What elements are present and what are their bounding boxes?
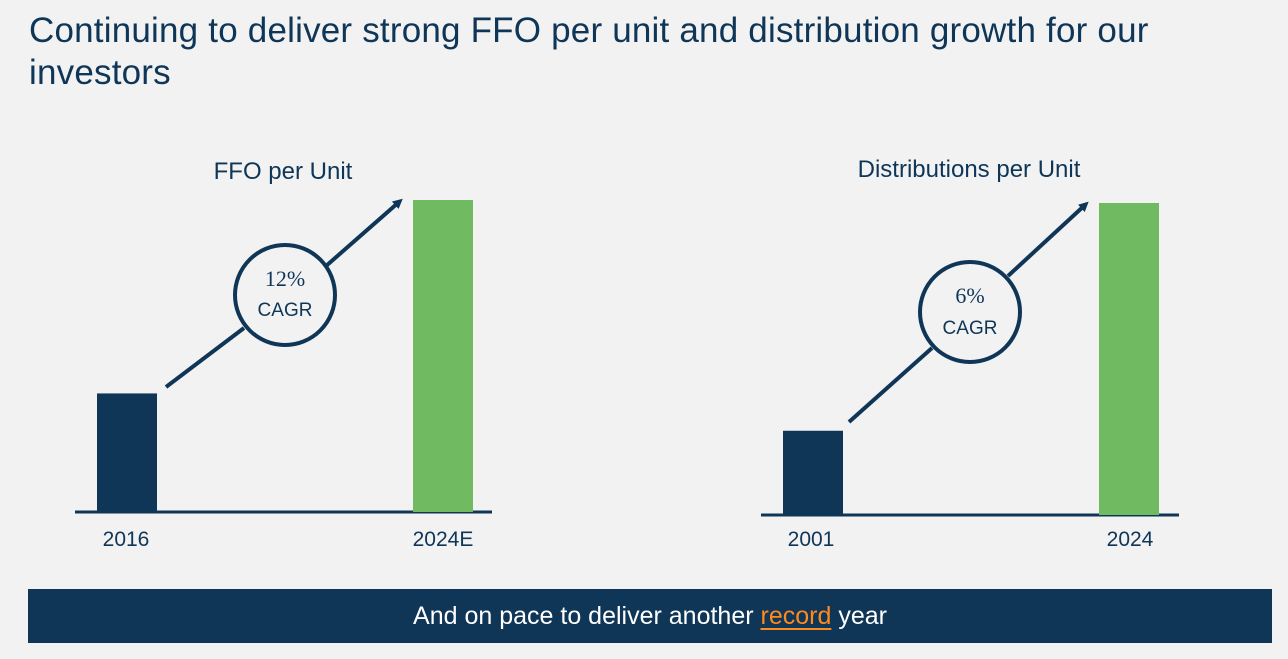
distributions-cagr-value: 6% (955, 283, 984, 308)
ffo-growth-arrow-upper (324, 198, 403, 268)
ffo-growth-arrow-lower (164, 326, 246, 389)
ffo-cagr-value: 12% (265, 266, 305, 291)
ffo-chart-title: FFO per Unit (214, 158, 353, 185)
distributions-tick-2001: 2001 (788, 528, 835, 551)
ffo-cagr-circle (233, 243, 337, 347)
distributions-growth-arrow-upper (1006, 201, 1089, 278)
ffo-chart: FFO per Unit 2016 2024E 12% CAGR (75, 158, 492, 551)
banner-highlight-record: record (760, 602, 832, 630)
ffo-bar-2016 (97, 393, 157, 512)
record-year-banner: And on pace to deliver another record ye… (28, 589, 1272, 643)
distributions-growth-arrow-lower (847, 346, 934, 424)
distributions-bar-2001 (783, 430, 843, 515)
banner-text-suffix: year (831, 602, 887, 630)
banner-text-prefix: And on pace to deliver another (413, 602, 761, 630)
distributions-chart: Distributions per Unit 2001 2024 6% CAGR (761, 156, 1179, 551)
distributions-cagr-label: CAGR (943, 318, 998, 339)
ffo-cagr-label: CAGR (258, 300, 313, 321)
distributions-bar-2024 (1099, 203, 1159, 515)
page-title: Continuing to deliver strong FFO per uni… (29, 11, 1149, 92)
ffo-tick-2024e: 2024E (413, 528, 474, 551)
distributions-cagr-circle (918, 260, 1022, 364)
distributions-tick-2024: 2024 (1107, 528, 1154, 551)
ffo-bar-2024e (413, 200, 473, 512)
ffo-tick-2016: 2016 (103, 528, 150, 551)
distributions-chart-title: Distributions per Unit (858, 156, 1081, 183)
